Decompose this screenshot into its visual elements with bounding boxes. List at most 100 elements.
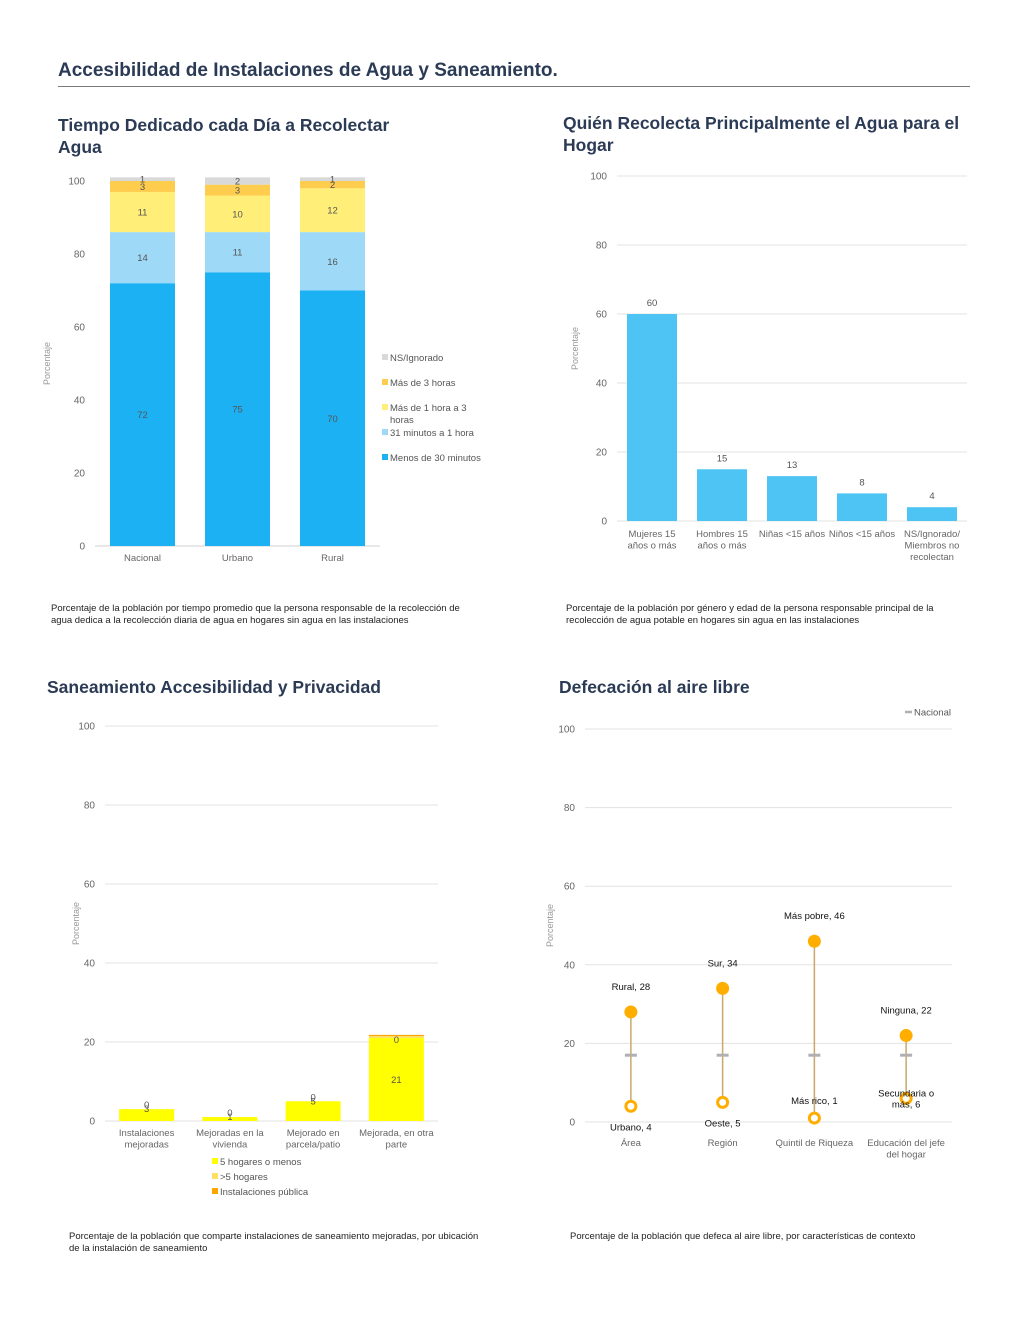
chart4-legend-label: Nacional — [914, 708, 951, 719]
chart4-y-tick: 20 — [564, 1039, 576, 1050]
chart2-bar — [837, 493, 887, 521]
chart4-high-label: Más pobre, 46 — [784, 911, 845, 922]
chart1-legend-swatch — [382, 404, 388, 410]
chart2-y-tick: 40 — [596, 379, 608, 390]
chart4-low-label: Urbano, 4 — [610, 1122, 652, 1133]
chart3-legend-swatch — [212, 1188, 218, 1194]
chart1-y-tick: 0 — [79, 542, 85, 553]
chart4-low-point — [624, 1099, 638, 1113]
chart1-bar-segment — [110, 191, 175, 233]
chart1-bar-segment — [110, 283, 175, 546]
chart4-high-point — [716, 981, 730, 995]
chart4-low-label: Secundaria o más, 6 — [878, 1088, 934, 1110]
chart2-who-collects: 0 20 40 60 80 100 Porcentaje 60 Mujeres 15 años o… — [570, 172, 967, 563]
chart1-legend-label: 31 minutos a 1 hora — [390, 428, 475, 439]
chart1-bar-segment — [205, 272, 270, 546]
chart2-y-tick: 0 — [601, 517, 607, 528]
chart1-data-label: 12 — [327, 206, 338, 217]
chart2-data-label: 4 — [929, 491, 934, 502]
chart3-bar-segment — [285, 1101, 341, 1121]
chart1-category-label: Nacional — [124, 553, 161, 564]
chart1-data-label: 75 — [232, 405, 243, 416]
chart4-low-label: Oeste, 5 — [705, 1118, 741, 1129]
chart2-category-label: Niños <15 años — [829, 529, 896, 540]
chart3-category-label: Mejorada, en otra parte — [359, 1128, 434, 1151]
chart2-bar — [767, 476, 817, 521]
chart1-bar-segment — [300, 290, 365, 546]
chart3-data-label: 0 — [227, 1108, 232, 1119]
chart1-bar-segment — [300, 188, 365, 233]
chart1-data-label: 11 — [233, 248, 243, 259]
chart1-bar-segment — [205, 195, 270, 233]
chart1-collection-time: 020406080100Porcentaje72141131Nacional75… — [42, 175, 481, 564]
chart1-data-label: 11 — [138, 208, 148, 219]
chart4-y-label: Porcentaje — [545, 904, 555, 947]
chart1-category-label: Rural — [321, 553, 344, 564]
chart1-legend-label: Más de 3 horas — [390, 378, 456, 389]
chart3-bar-segment — [202, 1117, 258, 1121]
chart3-bar-segment — [368, 1036, 424, 1039]
chart1-bar-segment — [300, 177, 365, 181]
chart4-category-label: Área — [621, 1138, 642, 1149]
chart3-data-label: 3 — [144, 1104, 149, 1115]
chart4-y-tick: 60 — [564, 882, 576, 893]
chart1-data-label: 3 — [140, 182, 145, 193]
chart1-data-label: 3 — [235, 186, 240, 197]
chart2-y-tick: 60 — [596, 310, 608, 321]
chart1-category-label: Urbano — [222, 553, 253, 564]
chart3-bar-segment — [368, 1034, 424, 1037]
chart1-y-tick: 60 — [74, 323, 86, 334]
chart1-legend-swatch — [382, 429, 388, 435]
chart2-data-label: 8 — [859, 477, 864, 488]
chart2-data-label: 13 — [787, 460, 798, 471]
chart1-bar-segment — [300, 232, 365, 291]
chart3-bar-segment — [119, 1109, 175, 1121]
chart1-bar-segment — [110, 177, 175, 181]
chart1-bar-segment — [110, 181, 175, 192]
chart3-title: Saneamiento Accesibilidad y Privacidad — [47, 677, 381, 697]
chart1-data-label: 1 — [330, 175, 335, 186]
chart2-bar — [627, 314, 677, 521]
chart3-bar-segment — [368, 1038, 424, 1121]
chart3-legend-label: >5 hogares — [220, 1172, 268, 1183]
chart2-y-tick: 100 — [590, 172, 607, 183]
page-title: Accesibilidad de Instalaciones de Agua y… — [58, 60, 970, 87]
chart3-caption: Porcentaje de la población que comparte … — [69, 1231, 479, 1254]
chart2-category-label: Niñas <15 años — [759, 529, 826, 540]
chart4-y-tick: 0 — [569, 1118, 575, 1129]
chart3-category-label: Instalaciones mejoradas — [119, 1128, 175, 1151]
chart4-high-point — [899, 1029, 913, 1043]
chart2-category-label: Mujeres 15 años o más — [627, 529, 676, 552]
chart2-caption: Porcentaje de la población por género y … — [566, 603, 934, 626]
chart1-data-label: 2 — [235, 177, 240, 188]
chart2-bar — [697, 469, 747, 521]
chart1-title: Tiempo Dedicado cada Día a Recolectar Ag… — [58, 115, 390, 157]
chart2-y-tick: 80 — [596, 241, 608, 252]
chart1-caption: Porcentaje de la población por tiempo pr… — [51, 603, 460, 626]
chart3-data-label: 0 — [394, 1035, 399, 1046]
chart1-data-label: 10 — [232, 209, 243, 220]
chart1-y-tick: 80 — [74, 250, 86, 261]
chart1-legend-swatch — [382, 379, 388, 385]
chart2-y-tick: 20 — [596, 448, 608, 459]
chart1-legend-swatch — [382, 454, 388, 460]
chart1-y-tick: 40 — [74, 396, 86, 407]
chart1-y-label: Porcentaje — [42, 342, 52, 385]
chart2-bar — [907, 507, 957, 521]
chart3-y-tick: 80 — [84, 801, 96, 812]
chart1-data-label: 2 — [330, 180, 335, 191]
chart4-high-label: Sur, 34 — [708, 958, 738, 969]
chart4-open-defecation: 0 20 40 60 80 100 Porcentaje Nacional Rural, 28 U… — [545, 708, 952, 1161]
chart2-title: Quién Recolecta Principalmente el Agua p… — [563, 113, 960, 155]
chart4-y-tick: 80 — [564, 803, 576, 814]
chart4-high-point — [807, 934, 821, 948]
chart2-y-label: Porcentaje — [570, 327, 580, 370]
chart3-data-label: 0 — [144, 1100, 149, 1111]
chart4-category-label: Quintil de Riqueza — [776, 1138, 854, 1149]
chart4-high-label: Rural, 28 — [612, 982, 651, 993]
chart1-bar-segment — [205, 184, 270, 196]
chart1-data-label: 14 — [137, 253, 148, 264]
chart2-category-label: Hombres 15 años o más — [696, 529, 748, 552]
chart3-legend-label: Instalaciones pública — [220, 1187, 309, 1198]
